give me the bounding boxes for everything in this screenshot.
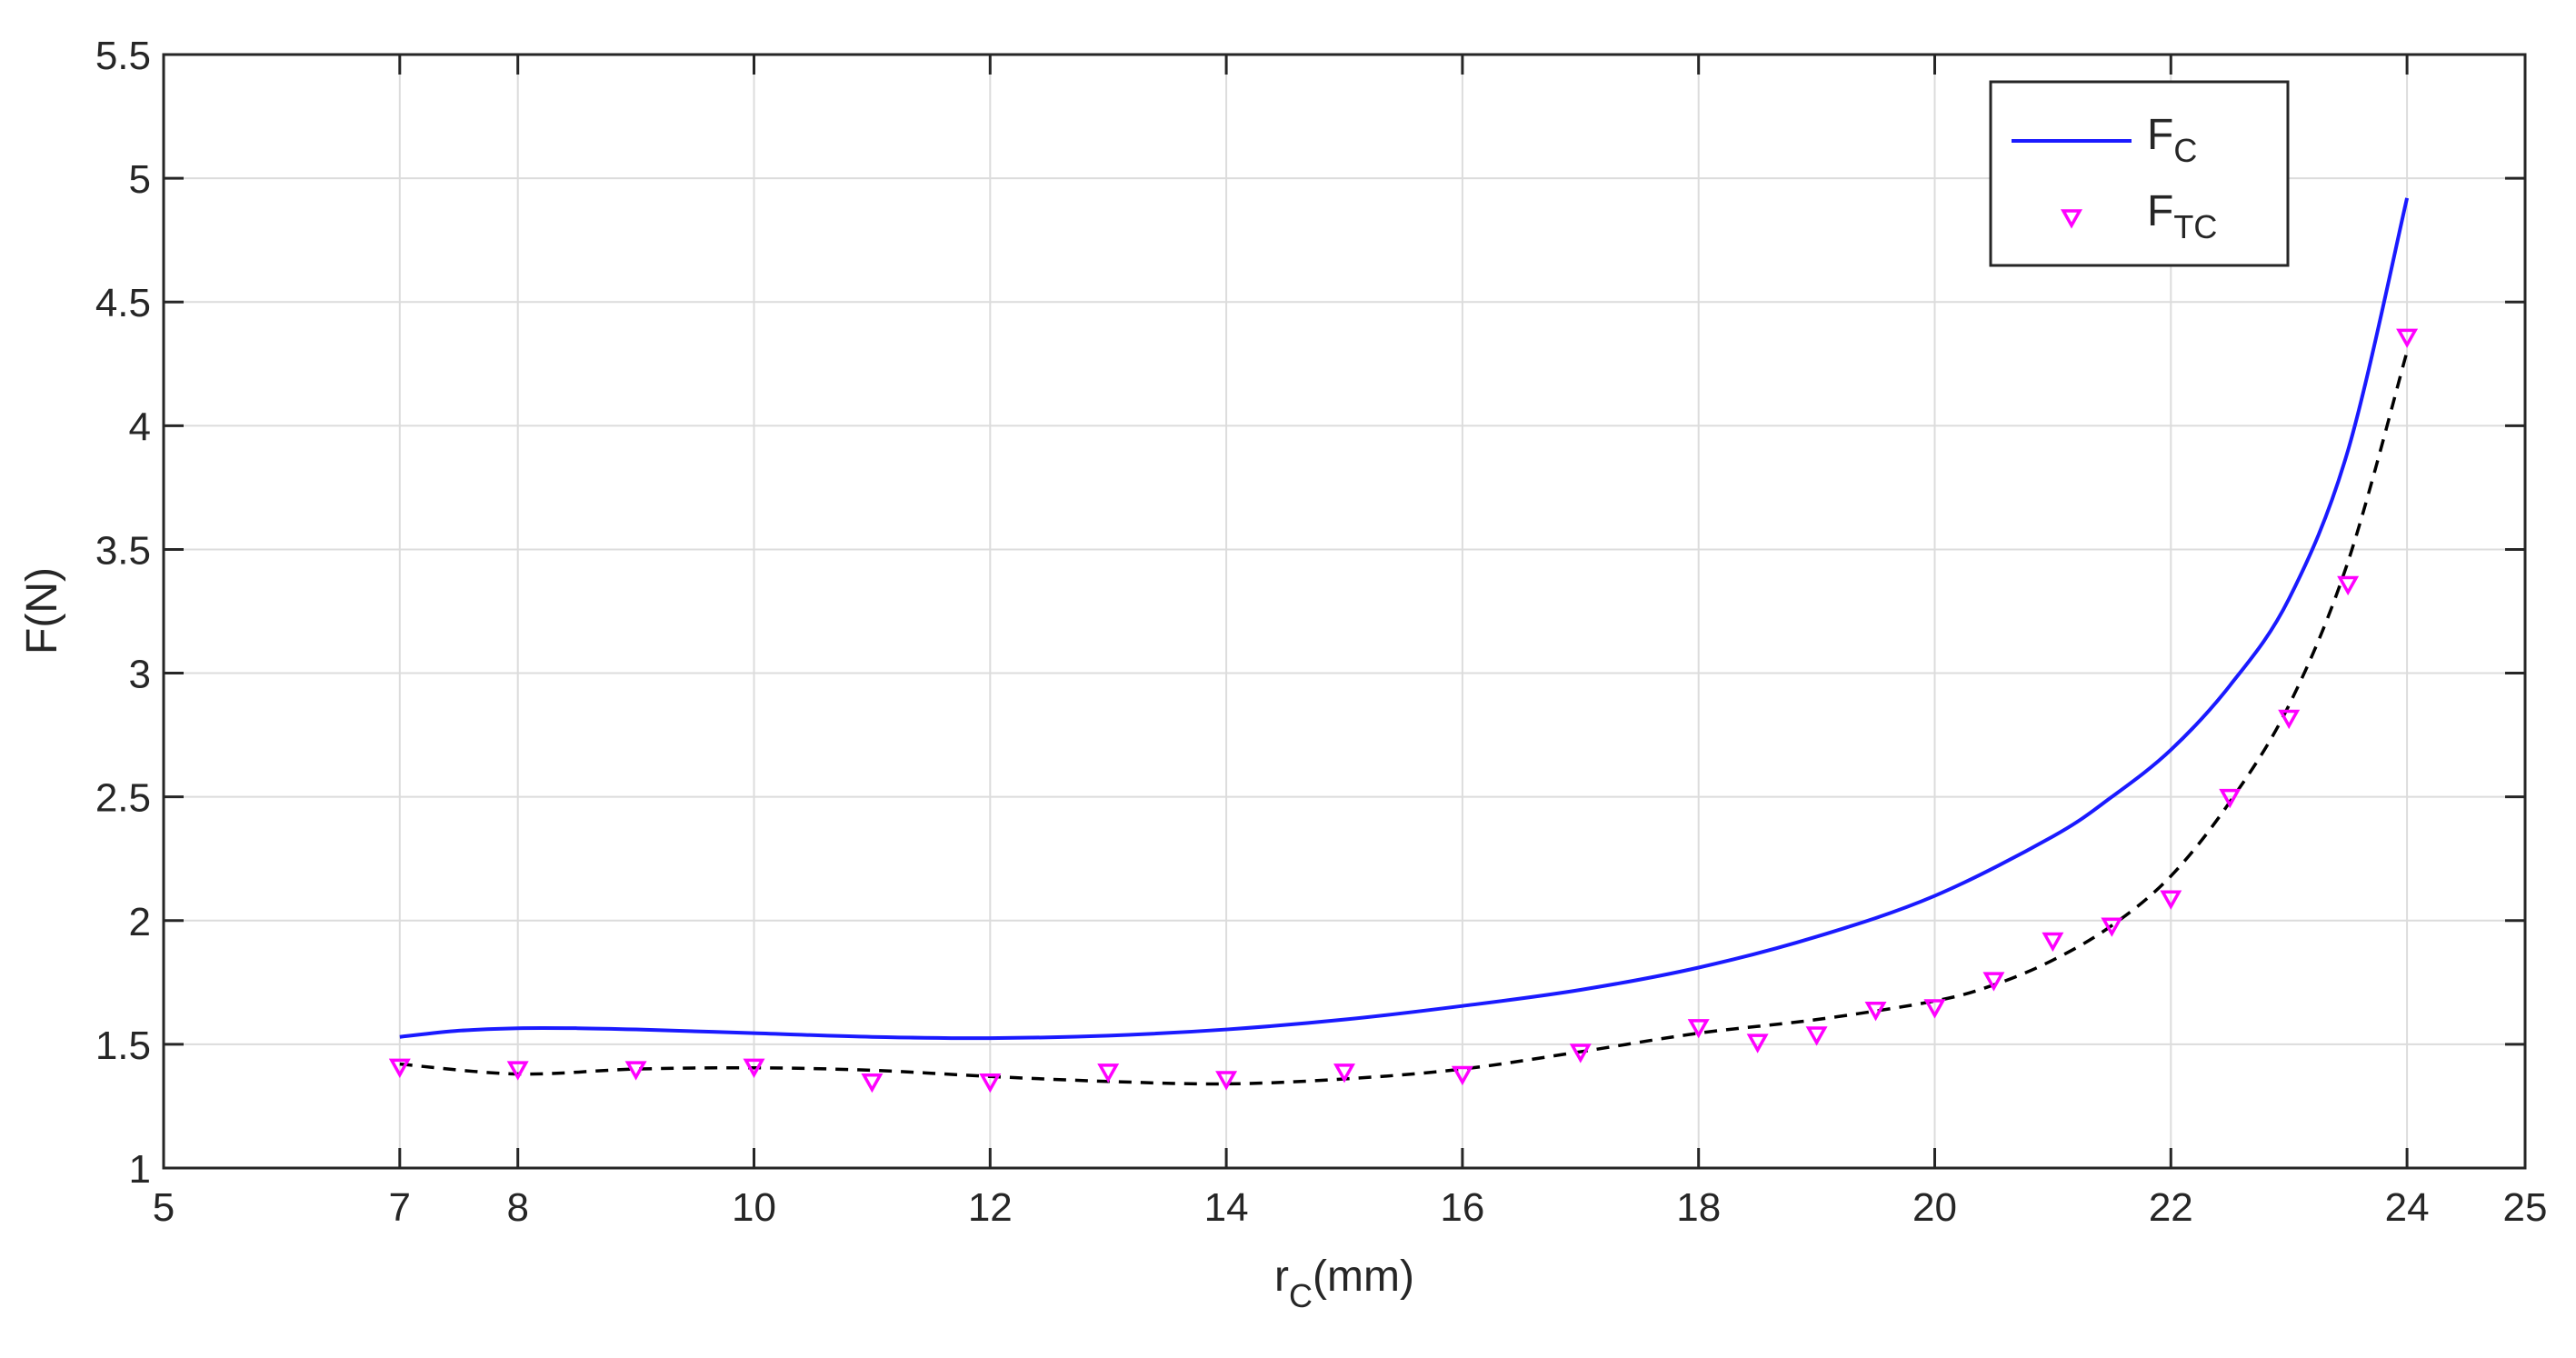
ftc-marker [2278, 709, 2301, 730]
x-tick-label: 20 [1912, 1185, 1957, 1230]
ftc-marker [2337, 575, 2360, 596]
ftc-marker [388, 1058, 411, 1078]
y-tick-label: 2 [129, 900, 151, 944]
y-tick-label: 1.5 [95, 1023, 151, 1068]
ftc-marker [979, 1073, 1002, 1093]
x-tick-label: 22 [2149, 1185, 2193, 1230]
y-tick-label: 3.5 [95, 528, 151, 573]
ftc-marker [1451, 1065, 1473, 1086]
x-tick-label: 24 [2385, 1185, 2430, 1230]
legend-box [1989, 80, 2290, 267]
ftc-marker [2042, 932, 2064, 953]
ftc-marker [743, 1058, 765, 1078]
x-tick-label: 8 [506, 1185, 528, 1230]
ftc-marker [1215, 1071, 1238, 1091]
x-tick-label: 7 [389, 1185, 411, 1230]
ftc-marker [1569, 1043, 1592, 1063]
y-axis-label: F(N) [18, 567, 66, 654]
y-tick-label: 4.5 [95, 281, 151, 325]
legend-label-fc: FC [2147, 111, 2197, 169]
x-tick-label: 16 [1440, 1185, 1484, 1230]
ftc-marker [1097, 1063, 1120, 1083]
y-tick-label: 1 [129, 1147, 151, 1192]
ftc-marker [1746, 1033, 1769, 1053]
ftc-marker [861, 1073, 884, 1093]
series-line-fc [399, 197, 2410, 1041]
legend-label-ftc: FTC [2147, 187, 2217, 245]
y-tick-label: 5.5 [95, 34, 151, 78]
legend-marker-ftc [2061, 209, 2082, 229]
x-tick-label: 18 [1676, 1185, 1721, 1230]
ftc-marker [2101, 917, 2123, 937]
x-axis-label: rC(mm) [1274, 1253, 1414, 1314]
x-tick-label: 12 [968, 1185, 1013, 1230]
ftc-marker [1687, 1019, 1710, 1039]
x-tick-label: 10 [732, 1185, 776, 1230]
ftc-marker [2396, 328, 2419, 348]
legend: FC FTC [1989, 80, 2290, 267]
y-tick-label: 3 [129, 653, 151, 697]
y-tick-label: 5 [129, 157, 151, 202]
tick-labels: 5 7 8 10 12 14 16 18 20 22 24 25 1 1.5 2 2.5 3 3.5 4 4.5 5 5.… [95, 34, 2548, 1230]
series-layer [388, 197, 2419, 1093]
ftc-marker [1333, 1063, 1355, 1083]
ftc-marker [2160, 890, 2182, 910]
y-tick-label: 2.5 [95, 776, 151, 821]
ftc-marker [624, 1061, 647, 1081]
ftc-marker [1982, 972, 2005, 992]
ftc-marker [506, 1061, 529, 1081]
axes-box [162, 53, 2527, 1170]
x-tick-label: 14 [1204, 1185, 1249, 1230]
ftc-marker [1864, 1002, 1887, 1022]
y-tick-label: 4 [129, 404, 151, 449]
x-tick-label: 25 [2503, 1185, 2548, 1230]
ftc-marker [1923, 999, 1946, 1019]
ftc-marker [2219, 788, 2242, 809]
ftc-marker [1805, 1026, 1828, 1046]
x-tick-label: 5 [153, 1185, 175, 1230]
